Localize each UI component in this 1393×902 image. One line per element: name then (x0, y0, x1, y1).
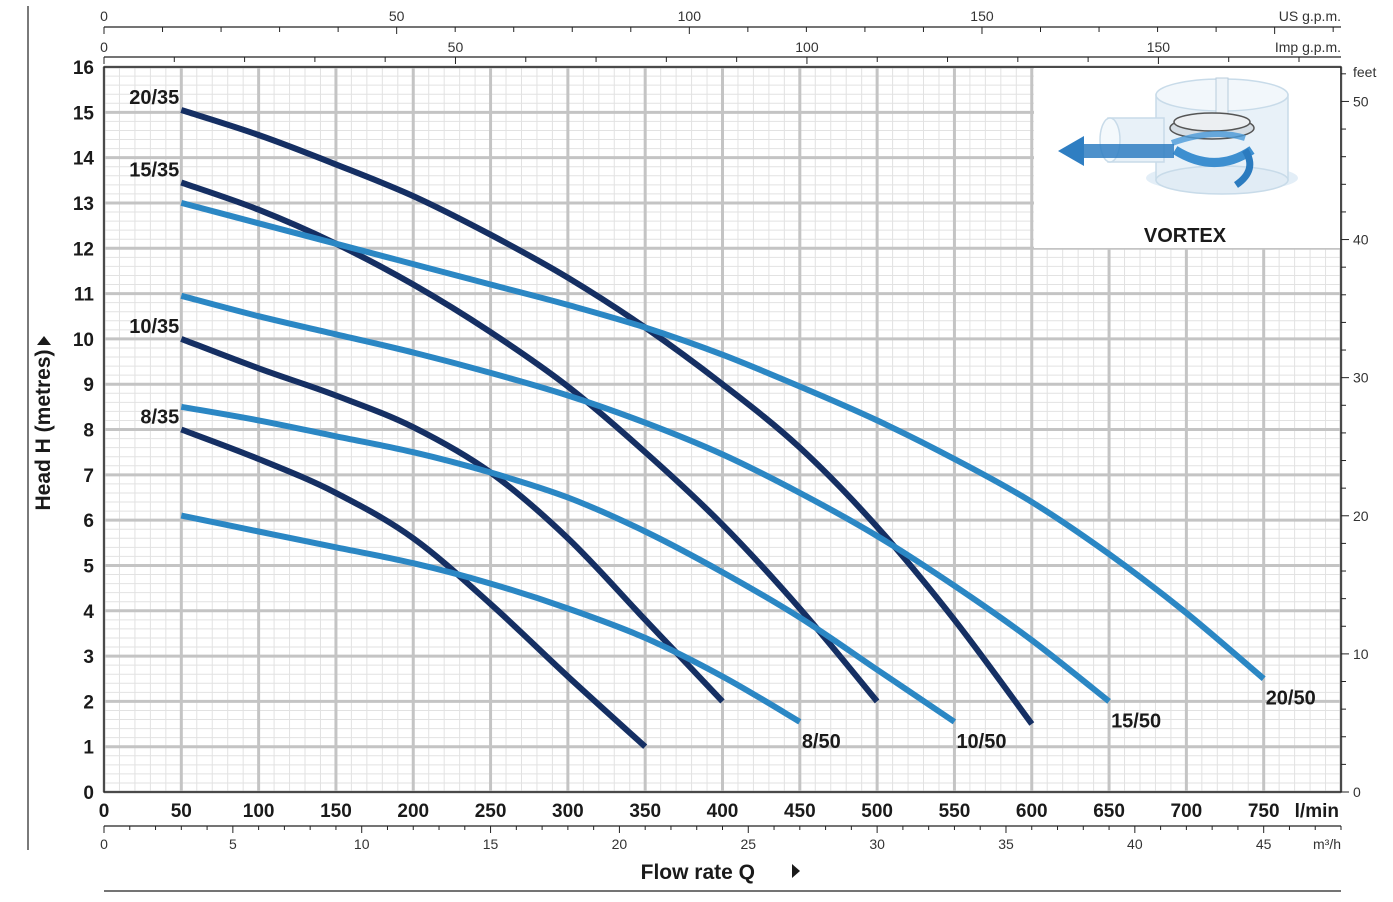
x-tick-label: 600 (1016, 801, 1048, 822)
x-tick-label: 200 (397, 801, 429, 822)
curve-20-50 (180, 199, 1266, 681)
m3h-tick-label: 15 (483, 836, 499, 852)
feet-tick-label: 20 (1353, 508, 1369, 524)
m3h-tick-label: 30 (869, 836, 885, 852)
feet-tick-label: 50 (1353, 93, 1369, 109)
y-tick-label: 4 (83, 602, 94, 623)
feet-tick-label: 30 (1353, 370, 1369, 386)
y-tick-label: 9 (83, 375, 94, 396)
m3h-tick-label: 5 (229, 836, 237, 852)
us-gpm-tick-label: 0 (100, 8, 108, 24)
y-tick-label: 12 (73, 239, 94, 260)
y-tick-label: 3 (83, 647, 94, 668)
imp-gpm-tick-label: 150 (1147, 39, 1171, 55)
us-gpm-tick-label: 150 (970, 8, 994, 24)
curve-label: 8/35 (140, 407, 179, 429)
x-tick-label: 350 (629, 801, 661, 822)
feet-tick-label: 40 (1353, 232, 1369, 248)
x-unit-label: l/min (1295, 801, 1339, 822)
y-tick-label: 15 (73, 103, 95, 124)
us-gpm-unit-label: US g.p.m. (1279, 8, 1341, 24)
x-tick-label: 750 (1248, 801, 1280, 822)
x-tick-label: 0 (99, 801, 110, 822)
curve-10-35 (180, 336, 725, 704)
us-gpm-tick-label: 50 (389, 8, 405, 24)
y-tick-label: 6 (83, 511, 94, 532)
m3h-tick-label: 45 (1256, 836, 1272, 852)
curve-15-50 (180, 292, 1111, 704)
arrow-up-icon (37, 336, 51, 345)
m3h-tick-label: 20 (612, 836, 628, 852)
y-tick-label: 0 (83, 783, 94, 804)
y-tick-label: 13 (73, 194, 94, 215)
y-tick-label: 5 (83, 556, 94, 577)
inset-label: VORTEX (1144, 225, 1227, 247)
vortex-impeller-illustration (1058, 77, 1298, 195)
feet-unit-label: feet (1353, 64, 1376, 80)
x-tick-label: 100 (243, 801, 275, 822)
x-tick-label: 150 (320, 801, 352, 822)
x-tick-label: 450 (784, 801, 816, 822)
m3h-tick-label: 25 (740, 836, 756, 852)
y-tick-label: 7 (83, 466, 94, 487)
curve-label: 20/50 (1266, 688, 1316, 710)
curve-8-50 (180, 512, 802, 725)
imp-gpm-tick-label: 100 (795, 39, 819, 55)
curve-label: 15/50 (1111, 710, 1161, 732)
m3h-tick-label: 0 (100, 836, 108, 852)
x-tick-label: 700 (1171, 801, 1203, 822)
arrow-right-icon (792, 864, 800, 878)
m3h-tick-label: 40 (1127, 836, 1143, 852)
imp-gpm-unit-label: Imp g.p.m. (1275, 39, 1341, 55)
x-tick-label: 650 (1093, 801, 1125, 822)
plot-frame (103, 66, 1342, 793)
curve-label: 8/50 (802, 731, 841, 753)
m3h-unit-label: m³/h (1313, 836, 1341, 852)
curve-label: 20/35 (129, 87, 179, 109)
x-tick-label: 550 (939, 801, 971, 822)
curve-8-35 (180, 426, 648, 749)
x-tick-label: 250 (475, 801, 507, 822)
us-gpm-tick-label: 100 (678, 8, 702, 24)
y-tick-label: 10 (73, 330, 94, 351)
imp-gpm-tick-label: 50 (448, 39, 464, 55)
curve-10-50 (180, 403, 957, 725)
flow-arrow-icon (1058, 136, 1084, 166)
x-tick-label: 500 (861, 801, 893, 822)
curve-label: 10/50 (956, 731, 1006, 753)
y-tick-label: 16 (73, 58, 94, 79)
feet-tick-label: 0 (1353, 784, 1361, 800)
imp-gpm-tick-label: 0 (100, 39, 108, 55)
y-tick-label: 14 (73, 149, 95, 170)
y-tick-label: 1 (83, 738, 94, 759)
x-tick-label: 300 (552, 801, 584, 822)
m3h-tick-label: 10 (354, 836, 370, 852)
y-tick-label: 8 (83, 421, 94, 442)
x-axis-title: Flow rate Q (641, 861, 755, 884)
feet-tick-label: 10 (1353, 646, 1369, 662)
curve-label: 10/35 (129, 316, 179, 338)
y-axis-title: Head H (metres) (32, 349, 55, 510)
y-tick-label: 11 (74, 285, 95, 306)
x-tick-label: 50 (171, 801, 192, 822)
m3h-tick-label: 35 (998, 836, 1014, 852)
x-tick-label: 400 (707, 801, 739, 822)
vortex-inset: VORTEX (1034, 68, 1340, 248)
y-tick-label: 2 (83, 692, 94, 713)
curve-label: 15/35 (129, 160, 179, 182)
curve-15-35 (180, 179, 880, 704)
